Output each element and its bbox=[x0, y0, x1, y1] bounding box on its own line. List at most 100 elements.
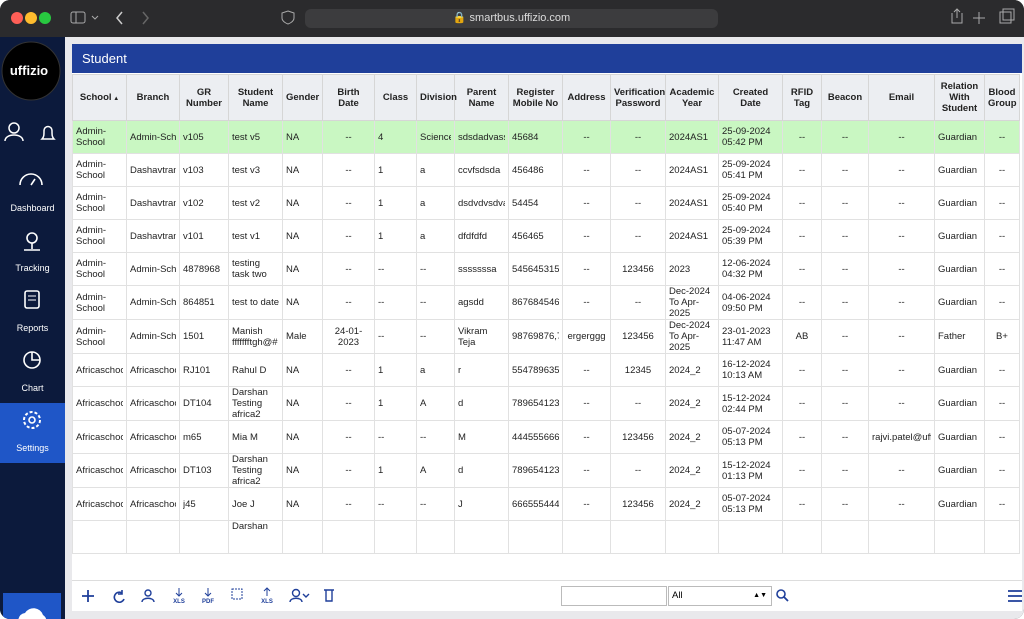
cell-text: 45684 bbox=[512, 132, 559, 143]
cell-text: r bbox=[458, 365, 505, 376]
search-input[interactable] bbox=[561, 586, 667, 606]
table-cell: v102 bbox=[180, 187, 229, 220]
column-header[interactable]: RFID Tag bbox=[783, 75, 822, 121]
column-header[interactable]: Student Name bbox=[229, 75, 283, 121]
table-cell: -- bbox=[985, 220, 1020, 253]
column-title: Beacon bbox=[828, 92, 862, 103]
cell-text: -- bbox=[326, 499, 371, 510]
cell-text: 4445556661 bbox=[512, 432, 559, 443]
cell-text: 554789635 bbox=[512, 365, 559, 376]
cell-text: NA bbox=[286, 165, 319, 176]
table-row[interactable]: AfricaschoolAfricaschoolm65Mia MNA------… bbox=[73, 421, 1020, 454]
column-header[interactable]: Birth Date bbox=[323, 75, 375, 121]
table-cell: 6665554441 bbox=[509, 488, 563, 521]
table-row[interactable]: Admin-SchoolDashavtramv102test v2NA--1ad… bbox=[73, 187, 1020, 220]
nav-label: Settings bbox=[0, 443, 65, 453]
nav-item[interactable]: Tracking bbox=[0, 223, 65, 283]
column-title: Class bbox=[383, 92, 408, 103]
cell-text: Guardian bbox=[938, 198, 981, 209]
table-row[interactable]: Admin-SchoolAdmin-School864851test to da… bbox=[73, 286, 1020, 320]
cell-text: 8676845468 bbox=[512, 297, 559, 308]
cell-text: -- bbox=[786, 398, 818, 409]
cell-text: 25-09-2024 05:40 PM bbox=[722, 192, 779, 214]
column-header[interactable]: Gender bbox=[283, 75, 323, 121]
nav-item[interactable]: Settings bbox=[0, 403, 65, 463]
cell-text: 2024_2 bbox=[669, 499, 715, 510]
table-row[interactable]: AfricaschoolAfricaschoolRJ101Rahul DNA--… bbox=[73, 354, 1020, 387]
column-header[interactable]: Register Mobile No bbox=[509, 75, 563, 121]
table-cell: sdsdadvass bbox=[455, 121, 509, 154]
address-bar[interactable]: 🔒 smartbus.uffizio.com bbox=[305, 9, 718, 28]
nav-label: Dashboard bbox=[0, 203, 65, 213]
cell-text: 4878968 bbox=[183, 264, 225, 275]
url: smartbus.uffizio.com bbox=[470, 12, 571, 24]
column-header[interactable]: Beacon bbox=[822, 75, 869, 121]
column-header[interactable]: Parent Name bbox=[455, 75, 509, 121]
table-cell: r bbox=[455, 354, 509, 387]
table-cell: -- bbox=[563, 454, 611, 488]
cell-text: v101 bbox=[183, 231, 225, 242]
table-cell: Guardian bbox=[935, 421, 985, 454]
cell-text: Admin-School bbox=[130, 331, 176, 342]
nav-item[interactable]: Reports bbox=[0, 283, 65, 343]
table-cell: -- bbox=[985, 187, 1020, 220]
menu-icon[interactable] bbox=[1006, 581, 1024, 611]
table-row[interactable]: Admin-SchoolAdmin-Schoolv105test v5NA--4… bbox=[73, 121, 1020, 154]
cell-text: 123456 bbox=[614, 331, 662, 342]
table-cell: NA bbox=[283, 121, 323, 154]
cell-text: Guardian bbox=[938, 398, 981, 409]
column-header[interactable]: GR Number bbox=[180, 75, 229, 121]
column-header[interactable]: Created Date bbox=[719, 75, 783, 121]
table-cell: 25-09-2024 05:40 PM bbox=[719, 187, 783, 220]
column-header[interactable]: School ▲ bbox=[73, 75, 127, 121]
column-header[interactable]: Address bbox=[563, 75, 611, 121]
column-header[interactable]: Verification Password bbox=[611, 75, 666, 121]
column-header[interactable]: Email bbox=[869, 75, 935, 121]
cell-text: a bbox=[420, 365, 451, 376]
column-header[interactable]: Division bbox=[417, 75, 455, 121]
table-cell: -- bbox=[323, 454, 375, 488]
table-row[interactable]: Admin-SchoolAdmin-School4878968testing t… bbox=[73, 253, 1020, 286]
table-cell bbox=[985, 521, 1020, 554]
nav-item[interactable]: Dashboard bbox=[0, 163, 65, 223]
nav-item[interactable]: Chart bbox=[0, 343, 65, 403]
cell-text: test to date bbox=[232, 297, 279, 308]
filter-select[interactable]: All▲▼ bbox=[668, 586, 772, 606]
cell-text: Guardian bbox=[938, 432, 981, 443]
cell-text: B+ bbox=[988, 331, 1016, 342]
table-cell: 25-09-2024 05:39 PM bbox=[719, 220, 783, 253]
table-row[interactable]: AfricaschoolAfricaschoolj45Joe JNA------… bbox=[73, 488, 1020, 521]
cell-text: -- bbox=[872, 297, 931, 308]
table-cell: 2024AS1 bbox=[666, 121, 719, 154]
cell-text: a bbox=[420, 231, 451, 242]
column-header[interactable]: Branch bbox=[127, 75, 180, 121]
table-row[interactable]: Admin-SchoolAdmin-School1501Manish fffff… bbox=[73, 320, 1020, 354]
column-header[interactable]: Blood Group bbox=[985, 75, 1020, 121]
search-icon[interactable] bbox=[772, 581, 812, 611]
table-cell: 864851 bbox=[180, 286, 229, 320]
cell-text: m65 bbox=[183, 432, 225, 443]
table-row[interactable]: AfricaschoolAfricaschoolDT103Darshan Tes… bbox=[73, 454, 1020, 488]
table-cell bbox=[935, 521, 985, 554]
table-cell: Admin-School bbox=[73, 187, 127, 220]
cell-text: -- bbox=[786, 297, 818, 308]
cell-text: 123456 bbox=[614, 499, 662, 510]
cell-text: 2024_2 bbox=[669, 365, 715, 376]
cell-text: -- bbox=[566, 465, 607, 476]
column-header[interactable]: Academic Year bbox=[666, 75, 719, 121]
cell-text: 2024AS1 bbox=[669, 132, 715, 143]
table-cell: Guardian bbox=[935, 253, 985, 286]
table-row[interactable]: Admin-SchoolDashavtramv101test v1NA--1ad… bbox=[73, 220, 1020, 253]
table-cell: NA bbox=[283, 220, 323, 253]
cell-text: 98769876,7 bbox=[512, 331, 559, 342]
cell-text: v102 bbox=[183, 198, 225, 209]
column-header[interactable]: Class bbox=[375, 75, 417, 121]
table-cell: -- bbox=[323, 488, 375, 521]
download-button[interactable] bbox=[3, 593, 61, 619]
table-cell: J bbox=[455, 488, 509, 521]
column-title: Blood Group bbox=[988, 87, 1017, 109]
table-row[interactable]: AfricaschoolAfricaschoolDT104Darshan Tes… bbox=[73, 387, 1020, 421]
table-row[interactable]: Admin-SchoolDashavtramv103test v3NA--1ac… bbox=[73, 154, 1020, 187]
column-header[interactable]: Relation With Student bbox=[935, 75, 985, 121]
